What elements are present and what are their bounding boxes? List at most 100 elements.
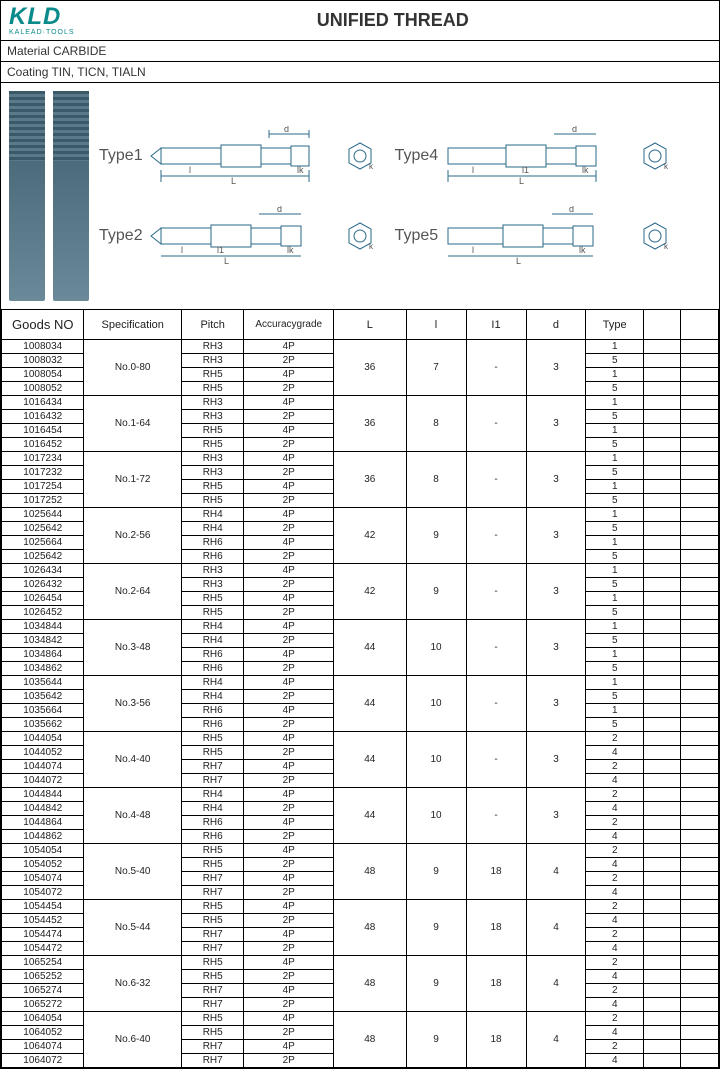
cell-pitch: RH7 — [181, 886, 243, 900]
cell-type: 1 — [586, 452, 643, 466]
cell-acc: 2P — [244, 718, 334, 732]
cell-acc: 2P — [244, 438, 334, 452]
cell-pitch: RH7 — [181, 1040, 243, 1054]
cell-blank — [643, 844, 680, 858]
cell-goods: 1054452 — [2, 914, 84, 928]
type4-hex-icon: k — [640, 141, 670, 171]
cell-goods: 1044074 — [2, 760, 84, 774]
cell-pitch: RH3 — [181, 410, 243, 424]
th-goods: Goods NO — [2, 310, 84, 340]
cell-goods: 1054454 — [2, 900, 84, 914]
cell-type: 1 — [586, 676, 643, 690]
cell-pitch: RH6 — [181, 648, 243, 662]
cell-pitch: RH4 — [181, 802, 243, 816]
header: KLD KALEAD·TOOLS UNIFIED THREAD — [1, 1, 719, 40]
cell-d: 3 — [526, 788, 586, 844]
cell-pitch: RH4 — [181, 634, 243, 648]
cell-acc: 4P — [244, 900, 334, 914]
cell-blank — [681, 1040, 719, 1054]
cell-blank — [681, 816, 719, 830]
cell-acc: 4P — [244, 816, 334, 830]
cell-goods: 1035642 — [2, 690, 84, 704]
cell-goods: 1054052 — [2, 858, 84, 872]
cell-spec: No.5-44 — [84, 900, 181, 956]
type1-label: Type1 — [99, 147, 143, 165]
cell-blank — [681, 438, 719, 452]
cell-blank — [681, 550, 719, 564]
cell-blank — [681, 480, 719, 494]
cell-l: 9 — [406, 900, 466, 956]
th-L: L — [334, 310, 406, 340]
cell-acc: 2P — [244, 886, 334, 900]
cell-I1: - — [466, 788, 526, 844]
cell-blank — [643, 662, 680, 676]
cell-I1: - — [466, 564, 526, 620]
cell-blank — [681, 788, 719, 802]
cell-goods: 1016432 — [2, 410, 84, 424]
cell-type: 5 — [586, 578, 643, 592]
svg-text:d: d — [277, 206, 282, 214]
cell-type: 4 — [586, 830, 643, 844]
th-acc: Accuracygrade — [244, 310, 334, 340]
cell-pitch: RH6 — [181, 550, 243, 564]
cell-blank — [681, 928, 719, 942]
cell-blank — [643, 942, 680, 956]
cell-blank — [643, 676, 680, 690]
cell-type: 4 — [586, 858, 643, 872]
cell-I1: - — [466, 340, 526, 396]
cell-pitch: RH6 — [181, 830, 243, 844]
cell-blank — [681, 914, 719, 928]
cell-pitch: RH5 — [181, 424, 243, 438]
svg-text:d: d — [569, 206, 574, 214]
coating-row: Coating TIN, TICN, TIALN — [1, 61, 719, 82]
cell-type: 5 — [586, 634, 643, 648]
cell-blank — [643, 522, 680, 536]
cell-blank — [681, 844, 719, 858]
cell-l: 10 — [406, 788, 466, 844]
cell-type: 1 — [586, 592, 643, 606]
cell-spec: No.1-64 — [84, 396, 181, 452]
cell-blank — [681, 732, 719, 746]
svg-text:l: l — [472, 245, 474, 255]
cell-goods: 1054072 — [2, 886, 84, 900]
cell-pitch: RH3 — [181, 354, 243, 368]
cell-l: 7 — [406, 340, 466, 396]
cell-blank — [681, 830, 719, 844]
cell-acc: 4P — [244, 956, 334, 970]
cell-pitch: RH7 — [181, 998, 243, 1012]
cell-goods: 1017232 — [2, 466, 84, 480]
cell-blank — [681, 396, 719, 410]
cell-acc: 2P — [244, 1054, 334, 1068]
cell-blank — [643, 536, 680, 550]
cell-L: 36 — [334, 340, 406, 396]
cell-type: 5 — [586, 690, 643, 704]
table-row: 1054454No.5-44RH54P4891842 — [2, 900, 719, 914]
cell-type: 4 — [586, 1026, 643, 1040]
cell-acc: 2P — [244, 998, 334, 1012]
material-row: Material CARBIDE — [1, 40, 719, 61]
cell-blank — [643, 998, 680, 1012]
cell-blank — [681, 802, 719, 816]
cell-pitch: RH4 — [181, 508, 243, 522]
cell-pitch: RH5 — [181, 956, 243, 970]
cell-type: 4 — [586, 914, 643, 928]
cell-blank — [681, 452, 719, 466]
cell-blank — [681, 984, 719, 998]
cell-blank — [681, 578, 719, 592]
cell-goods: 1008034 — [2, 340, 84, 354]
cell-blank — [643, 858, 680, 872]
type2-drawing: d L l l1 lk — [149, 206, 339, 266]
spec-table: Goods NO Specification Pitch Accuracygra… — [1, 309, 719, 1068]
svg-text:lk: lk — [579, 245, 586, 255]
page-title: UNIFIED THREAD — [75, 10, 711, 31]
cell-acc: 4P — [244, 620, 334, 634]
cell-pitch: RH7 — [181, 984, 243, 998]
type1-drawing: d L l lk — [149, 126, 339, 186]
cell-blank — [681, 676, 719, 690]
cell-I1: - — [466, 620, 526, 676]
cell-goods: 1025642 — [2, 550, 84, 564]
cell-goods: 1064054 — [2, 1012, 84, 1026]
cell-acc: 4P — [244, 396, 334, 410]
cell-goods: 1026434 — [2, 564, 84, 578]
cell-type: 2 — [586, 788, 643, 802]
